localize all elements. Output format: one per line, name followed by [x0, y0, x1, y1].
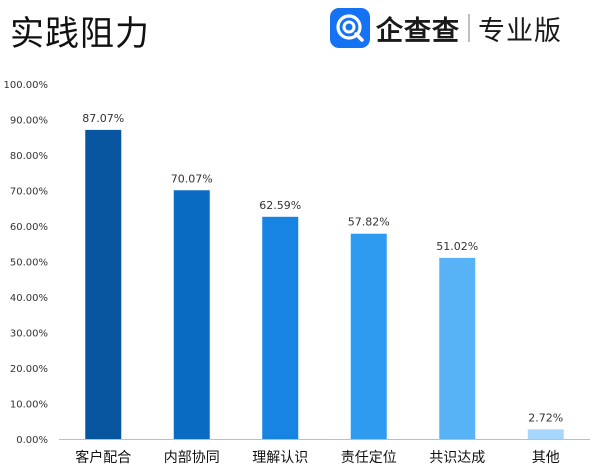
bar [527, 429, 564, 439]
y-tick-label: 80.00% [10, 151, 48, 162]
y-tick-label: 0.00% [16, 435, 48, 446]
data-label: 87.07% [82, 112, 124, 125]
data-label: 2.72% [528, 411, 563, 424]
chart-title: 实践阻力 [10, 14, 150, 54]
y-tick-label: 90.00% [10, 116, 48, 127]
y-tick-label: 30.00% [10, 329, 48, 340]
data-label: 57.82% [348, 216, 390, 229]
brand-name: 企查查 [376, 15, 460, 47]
bar [85, 129, 122, 440]
data-label: 62.59% [259, 199, 301, 212]
x-tick-label: 其他 [532, 450, 560, 466]
brand: 企查查 专业版 [330, 8, 562, 48]
bar [350, 233, 387, 439]
y-tick-label: 70.00% [10, 187, 48, 198]
y-tick-label: 60.00% [10, 222, 48, 233]
x-tick-label: 理解认识 [252, 450, 308, 466]
y-tick-label: 10.00% [10, 400, 48, 411]
x-tick-label: 客户配合 [75, 449, 131, 466]
bar [262, 216, 299, 439]
x-tick-label: 责任定位 [341, 450, 397, 466]
y-tick-label: 100.00% [4, 80, 49, 91]
brand-edition: 专业版 [478, 15, 562, 47]
y-tick-label: 20.00% [10, 364, 48, 375]
y-tick-label: 50.00% [10, 258, 48, 269]
x-tick-label: 共识达成 [429, 450, 485, 466]
x-tick-label: 内部协同 [164, 450, 220, 466]
bar [439, 257, 476, 439]
data-label: 51.02% [436, 240, 478, 253]
y-tick-label: 40.00% [10, 293, 48, 304]
data-label: 70.07% [171, 172, 213, 185]
bar [173, 190, 210, 439]
brand-divider [468, 14, 470, 42]
qichacha-logo-icon [330, 8, 370, 48]
